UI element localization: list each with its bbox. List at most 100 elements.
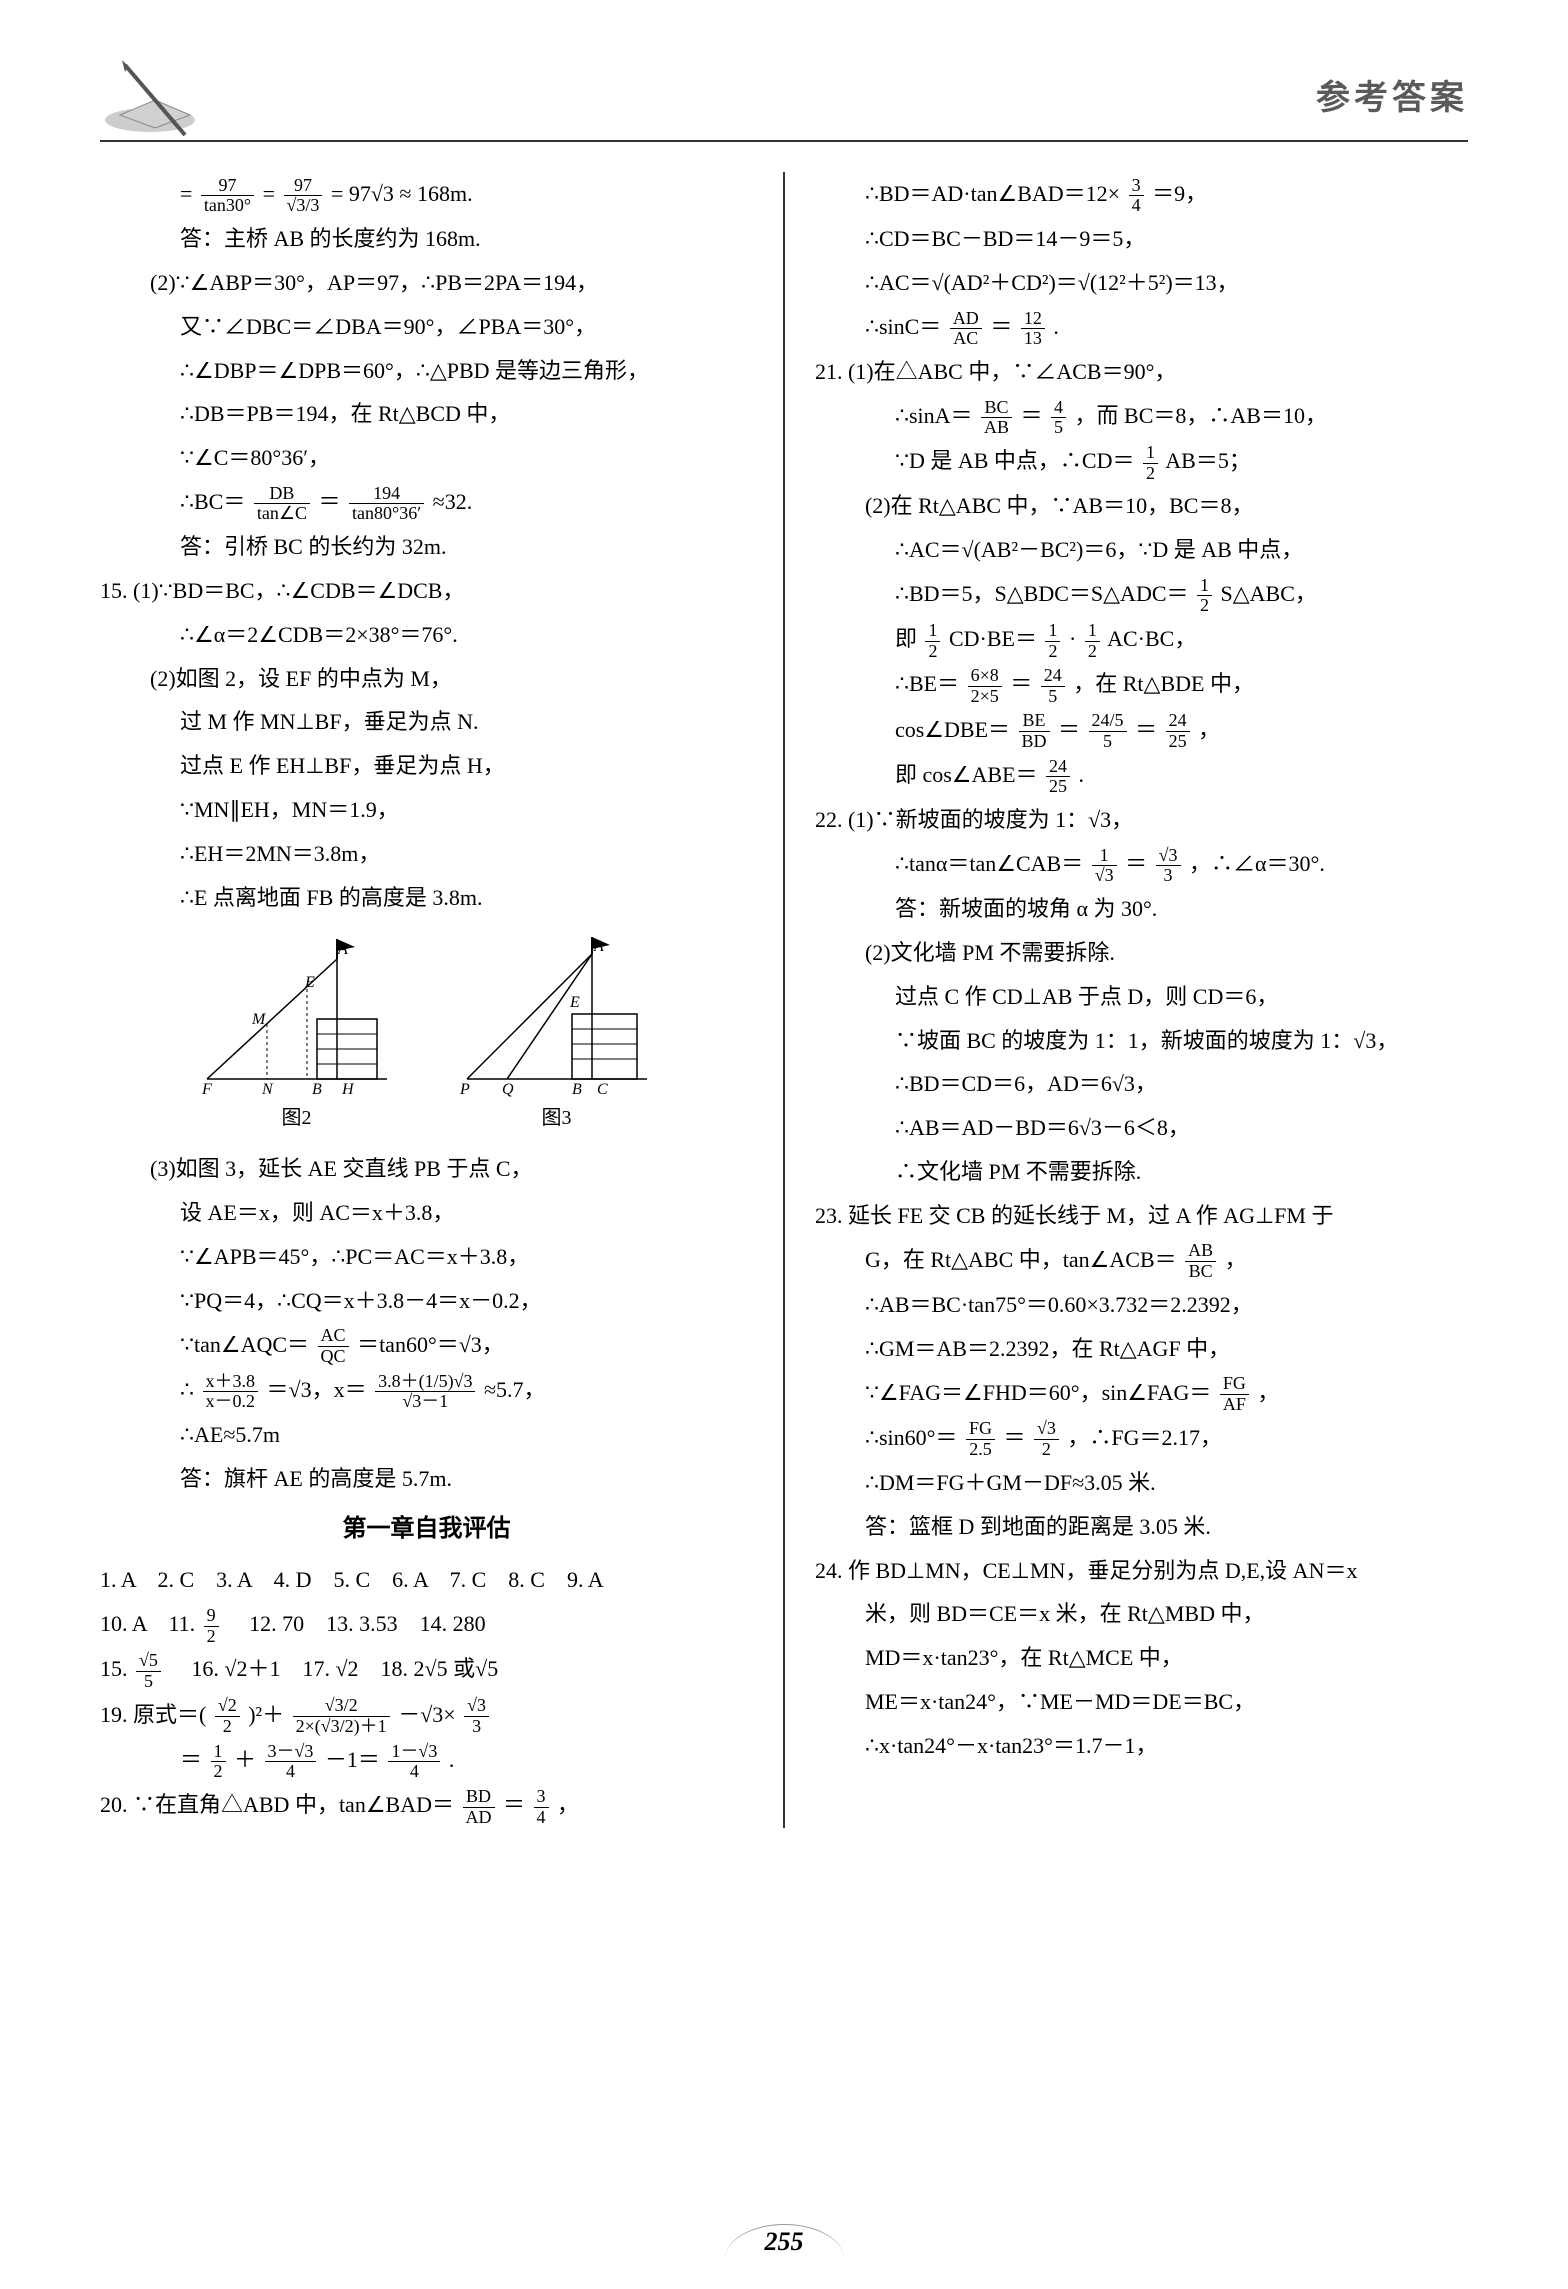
text: 即 cos∠ABE＝ <box>895 762 1043 787</box>
text-line: ME＝x·tan24°，∵ME－MD＝DE＝BC， <box>815 1680 1468 1724</box>
text: ∴tanα＝tan∠CAB＝ <box>895 851 1089 876</box>
text: ，∴FG＝2.17， <box>1067 1425 1222 1450</box>
text-line: MD＝x·tan23°，在 Rt△MCE 中， <box>815 1636 1468 1680</box>
content-area: = 97tan30° = 97√3/3 = 97√3 ≈ 168m. 答：主桥 … <box>0 142 1568 1828</box>
text-line: 过 M 作 MN⊥BF，垂足为点 N. <box>100 700 753 744</box>
column-divider <box>783 172 785 1828</box>
text-line: ∵PQ＝4，∴CQ＝x＋3.8－4＝x－0.2， <box>100 1279 753 1323</box>
math-line: ∴sinA＝ BCAB ＝ 45 ，而 BC＝8，∴AB＝10， <box>815 394 1468 439</box>
text: ，在 Rt△BDE 中， <box>1073 671 1254 696</box>
text-line: 过点 E 作 EH⊥BF，垂足为点 H， <box>100 744 753 788</box>
math-line: 19. 原式＝( √22 )²＋ √3/22×(√3/2)＋1 －√3× √33 <box>100 1693 753 1738</box>
text: ＝ <box>503 1792 531 1817</box>
text: ＝ <box>1003 1425 1031 1450</box>
fraction: 34 <box>1129 176 1144 217</box>
figure-3: A E P Q B C 图3 <box>457 929 657 1137</box>
text: 12. 70 13. 3.53 14. 280 <box>227 1611 486 1636</box>
text-line: ∴文化墙 PM 不需要拆除. <box>815 1150 1468 1194</box>
text: ＝√3，x＝ <box>267 1377 373 1402</box>
text-line: 22. (1)∵新坡面的坡度为 1：√3， <box>815 798 1468 842</box>
text: ＝ <box>180 1747 208 1772</box>
text: ∵tan∠AQC＝ <box>180 1332 315 1357</box>
math-line: ∴BD＝5，S△BDC＝S△ADC＝ 12 S△ABC， <box>815 572 1468 617</box>
fraction: BDAD <box>463 1787 495 1828</box>
math-line: = 97tan30° = 97√3/3 = 97√3 ≈ 168m. <box>100 172 753 217</box>
text-line: ∵坡面 BC 的坡度为 1：1，新坡面的坡度为 1：√3， <box>815 1019 1468 1063</box>
page: 参考答案 = 97tan30° = 97√3/3 = 97√3 ≈ 168m. … <box>0 0 1568 2289</box>
math-line: 即 cos∠ABE＝ 2425 . <box>815 753 1468 798</box>
text: 10. A 11. <box>100 1611 201 1636</box>
fraction: √32 <box>1034 1419 1059 1460</box>
text-line: ∴DB＝PB＝194，在 Rt△BCD 中， <box>100 392 753 436</box>
math-line: 即 12 CD·BE＝ 12 · 12 AC·BC， <box>815 617 1468 662</box>
math-line: ∵∠FAG＝∠FHD＝60°，sin∠FAG＝ FGAF ， <box>815 1371 1468 1416</box>
fraction: 34 <box>534 1787 549 1828</box>
text-line: 23. 延长 FE 交 CB 的延长线于 M，过 A 作 AG⊥FM 于 <box>815 1194 1468 1238</box>
text-line: ∴E 点离地面 FB 的高度是 3.8m. <box>100 876 753 920</box>
text-line: 答：篮框 D 到地面的距离是 3.05 米. <box>815 1505 1468 1549</box>
fraction: 1－√34 <box>388 1742 440 1783</box>
text-line: 答：引桥 BC 的长约为 32m. <box>100 525 753 569</box>
svg-text:E: E <box>569 994 580 1011</box>
text: ＝ <box>319 489 347 514</box>
text: ， <box>1198 717 1220 742</box>
figures-row: A E M F N B H 图2 <box>100 929 753 1137</box>
fraction: 3.8＋(1/5)√3√3－1 <box>375 1372 475 1413</box>
math-line: 20. ∵在直角△ABD 中，tan∠BAD＝ BDAD ＝ 34 ， <box>100 1783 753 1828</box>
figure-2: A E M F N B H 图2 <box>197 929 397 1137</box>
text-line: (2)在 Rt△ABC 中，∵AB＝10，BC＝8， <box>815 484 1468 528</box>
math-line: ＝ 12 ＋ 3－√34 －1＝ 1－√34 . <box>100 1738 753 1783</box>
text: ∴BC＝ <box>180 489 251 514</box>
fraction: 12 <box>925 621 940 662</box>
fraction: 6×82×5 <box>968 666 1002 707</box>
text: ∴BD＝AD·tan∠BAD＝12× <box>865 181 1126 206</box>
math-line: ∵D 是 AB 中点，∴CD＝ 12 AB＝5； <box>815 439 1468 484</box>
text-line: ∴CD＝BC－BD＝14－9＝5， <box>815 217 1468 261</box>
text-line: ∵MN∥EH，MN＝1.9， <box>100 788 753 832</box>
figure-label: 图3 <box>457 1099 657 1137</box>
text: 16. √2＋1 17. √2 18. 2√5 或√5 <box>169 1656 498 1681</box>
fraction: 97tan30° <box>201 176 254 217</box>
left-column: = 97tan30° = 97√3/3 = 97√3 ≈ 168m. 答：主桥 … <box>100 172 753 1828</box>
text: ∴sinC＝ <box>865 314 947 339</box>
text-line: 21. (1)在△ABC 中，∵∠ACB＝90°， <box>815 350 1468 394</box>
text-line: 答：新坡面的坡角 α 为 30°. <box>815 887 1468 931</box>
math-line: 15. √55 16. √2＋1 17. √2 18. 2√5 或√5 <box>100 1647 753 1692</box>
text: －√3× <box>398 1702 461 1727</box>
svg-text:A: A <box>593 938 604 955</box>
text: AB＝5； <box>1165 448 1251 473</box>
fraction: 12 <box>1085 621 1100 662</box>
fraction: ACQC <box>318 1326 349 1367</box>
math-line: ∴BE＝ 6×82×5 ＝ 245 ，在 Rt△BDE 中， <box>815 662 1468 707</box>
text-line: ∴AB＝BC·tan75°＝0.60×3.732＝2.2392， <box>815 1283 1468 1327</box>
fraction: 97√3/3 <box>284 176 323 217</box>
text-line: ∴BD＝CD＝6，AD＝6√3， <box>815 1062 1468 1106</box>
svg-text:P: P <box>459 1081 470 1098</box>
math-line: cos∠DBE＝ BEBD ＝ 24/55 ＝ 2425 ， <box>815 708 1468 753</box>
math-line: 10. A 11. 92 12. 70 13. 3.53 14. 280 <box>100 1602 753 1647</box>
right-column: ∴BD＝AD·tan∠BAD＝12× 34 ＝9， ∴CD＝BC－BD＝14－9… <box>815 172 1468 1828</box>
text-line: ∵∠APB＝45°，∴PC＝AC＝x＋3.8， <box>100 1235 753 1279</box>
text: ＝ <box>1135 717 1163 742</box>
text: 即 <box>895 626 923 651</box>
fraction: x＋3.8x－0.2 <box>203 1372 259 1413</box>
text-line: 过点 C 作 CD⊥AB 于点 D，则 CD＝6， <box>815 975 1468 1019</box>
text-line: ∴∠α＝2∠CDB＝2×38°＝76°. <box>100 613 753 657</box>
math-line: ∴ x＋3.8x－0.2 ＝√3，x＝ 3.8＋(1/5)√3√3－1 ≈5.7… <box>100 1368 753 1413</box>
text: ≈5.7， <box>484 1377 546 1402</box>
text-line: ∵∠C＝80°36′， <box>100 436 753 480</box>
text: = <box>180 181 198 206</box>
text: = <box>263 181 281 206</box>
fraction: 45 <box>1051 398 1066 439</box>
fraction: √55 <box>136 1651 161 1692</box>
svg-text:B: B <box>572 1081 582 1098</box>
fraction: DBtan∠C <box>254 484 310 525</box>
text: ∴BD＝5，S△BDC＝S△ADC＝ <box>895 581 1194 606</box>
text-line: 设 AE＝x，则 AC＝x＋3.8， <box>100 1191 753 1235</box>
svg-text:M: M <box>251 1011 267 1028</box>
text: . <box>1079 762 1085 787</box>
text: ＝tan60°＝√3， <box>357 1332 504 1357</box>
text: CD·BE＝ <box>949 626 1043 651</box>
math-line: ∴sinC＝ ADAC ＝ 1213 . <box>815 305 1468 350</box>
text-line: (2)文化墙 PM 不需要拆除. <box>815 931 1468 975</box>
